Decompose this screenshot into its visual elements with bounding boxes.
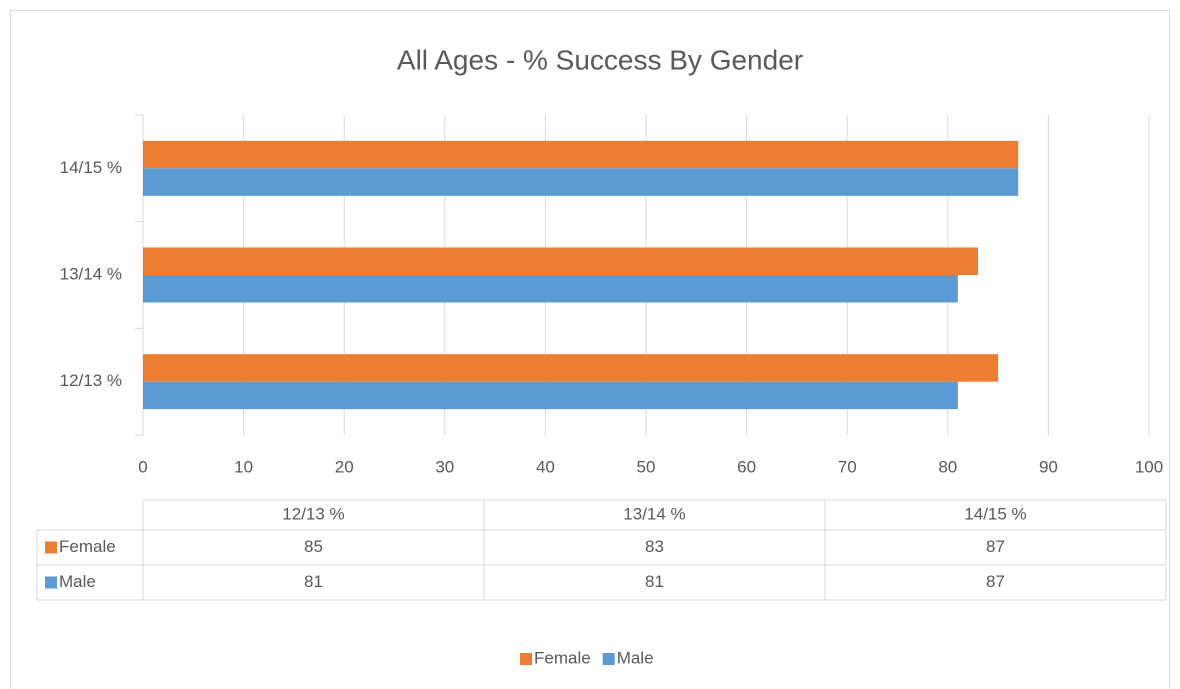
x-tick-label: 90 xyxy=(1039,457,1058,476)
legend-key xyxy=(520,653,532,665)
bar xyxy=(143,354,999,382)
legend-label: Male xyxy=(617,648,654,667)
x-tick-label: 100 xyxy=(1135,457,1163,476)
bar xyxy=(143,247,978,275)
table-row-label: Female xyxy=(59,537,116,556)
chart-title: All Ages - % Success By Gender xyxy=(397,44,803,75)
bar xyxy=(143,275,958,303)
table-cell: 81 xyxy=(645,572,664,591)
table-cell: 81 xyxy=(304,572,323,591)
table-header: 12/13 % xyxy=(282,504,344,523)
table-legend-key xyxy=(45,541,57,554)
bar xyxy=(143,381,958,410)
chart-border xyxy=(10,10,1170,689)
y-tick-label: 12/13 % xyxy=(60,371,122,390)
x-tick-label: 60 xyxy=(737,457,756,476)
legend-label: Female xyxy=(534,648,591,667)
x-tick-label: 20 xyxy=(335,457,354,476)
x-tick-label: 50 xyxy=(637,457,656,476)
table-header: 14/15 % xyxy=(964,504,1026,523)
bar xyxy=(143,140,1019,169)
legend-key xyxy=(602,653,615,665)
y-tick-label: 13/14 % xyxy=(60,264,122,283)
bar xyxy=(143,168,1019,196)
table-cell: 85 xyxy=(304,537,323,556)
table-cell: 87 xyxy=(986,572,1005,591)
table-cell: 87 xyxy=(986,537,1005,556)
table-header: 13/14 % xyxy=(623,504,685,523)
x-tick-label: 0 xyxy=(138,457,147,476)
y-tick-label: 14/15 % xyxy=(60,158,122,177)
x-tick-label: 80 xyxy=(938,457,957,476)
table-row-label: Male xyxy=(59,572,96,591)
x-tick-label: 40 xyxy=(536,457,555,476)
table-legend-key xyxy=(45,576,57,589)
x-tick-label: 30 xyxy=(435,457,454,476)
x-tick-label: 10 xyxy=(234,457,253,476)
table-cell: 83 xyxy=(645,537,664,556)
x-tick-label: 70 xyxy=(838,457,857,476)
